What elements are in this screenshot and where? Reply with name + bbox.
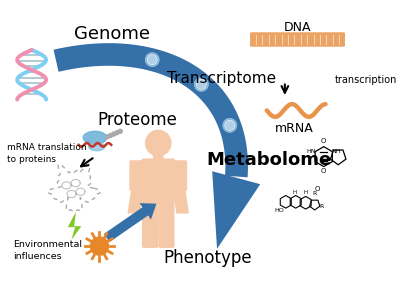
Circle shape bbox=[112, 132, 116, 136]
Circle shape bbox=[195, 78, 208, 91]
FancyBboxPatch shape bbox=[129, 160, 146, 191]
Text: HO: HO bbox=[274, 208, 284, 213]
Circle shape bbox=[109, 133, 113, 137]
Circle shape bbox=[224, 119, 236, 132]
FancyArrow shape bbox=[104, 203, 156, 242]
Text: mRNA translation
to proteins: mRNA translation to proteins bbox=[7, 144, 87, 164]
Text: mRNA: mRNA bbox=[274, 122, 313, 135]
Text: Metabolome: Metabolome bbox=[206, 151, 332, 169]
Text: O: O bbox=[321, 168, 326, 174]
Text: Transcriptome: Transcriptome bbox=[167, 71, 276, 86]
FancyBboxPatch shape bbox=[142, 197, 158, 248]
Polygon shape bbox=[173, 189, 189, 214]
Polygon shape bbox=[54, 43, 248, 177]
Circle shape bbox=[146, 53, 158, 66]
Text: DNA: DNA bbox=[284, 21, 311, 34]
Circle shape bbox=[146, 130, 171, 156]
Text: Phenotype: Phenotype bbox=[164, 249, 252, 267]
Polygon shape bbox=[68, 212, 81, 240]
Circle shape bbox=[197, 80, 205, 88]
FancyBboxPatch shape bbox=[250, 32, 345, 47]
FancyBboxPatch shape bbox=[158, 197, 174, 248]
Circle shape bbox=[148, 56, 156, 64]
Polygon shape bbox=[128, 189, 144, 214]
Text: Proteome: Proteome bbox=[98, 111, 178, 129]
Text: O: O bbox=[321, 138, 326, 144]
Text: H: H bbox=[304, 190, 308, 195]
Circle shape bbox=[90, 237, 108, 255]
Text: R: R bbox=[312, 191, 317, 196]
FancyBboxPatch shape bbox=[171, 160, 187, 191]
Text: Genome: Genome bbox=[74, 25, 150, 43]
FancyBboxPatch shape bbox=[141, 158, 176, 202]
Ellipse shape bbox=[89, 143, 105, 151]
FancyBboxPatch shape bbox=[153, 154, 164, 163]
Text: H: H bbox=[293, 190, 297, 195]
Text: R: R bbox=[320, 204, 324, 209]
Circle shape bbox=[226, 121, 234, 129]
Circle shape bbox=[118, 129, 122, 133]
Polygon shape bbox=[212, 171, 260, 249]
Ellipse shape bbox=[83, 131, 107, 144]
Text: HN: HN bbox=[306, 149, 316, 154]
Text: Environmental
influences: Environmental influences bbox=[14, 240, 82, 261]
Circle shape bbox=[106, 135, 110, 139]
Text: NH: NH bbox=[332, 149, 341, 154]
Text: O: O bbox=[315, 186, 320, 192]
Text: transcription: transcription bbox=[334, 75, 397, 85]
Circle shape bbox=[115, 131, 119, 135]
